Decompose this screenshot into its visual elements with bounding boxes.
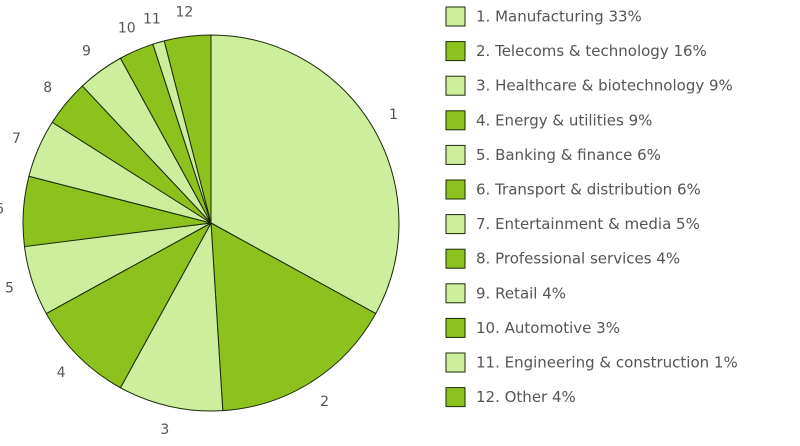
legend-label-5: 5. Banking & finance 6% bbox=[476, 146, 661, 164]
legend-label-1: 1. Manufacturing 33% bbox=[476, 8, 642, 26]
legend-swatch-10 bbox=[445, 317, 466, 338]
legend-item-8: 8. Professional services 4% bbox=[445, 248, 680, 269]
legend-item-11: 11. Engineering & construction 1% bbox=[445, 352, 738, 373]
slice-label-4: 4 bbox=[57, 365, 66, 381]
pie-slices bbox=[22, 34, 400, 412]
legend-item-9: 9. Retail 4% bbox=[445, 283, 566, 304]
legend-swatch-12 bbox=[445, 387, 466, 408]
legend-swatch-2 bbox=[445, 41, 466, 62]
legend-item-3: 3. Healthcare & biotechnology 9% bbox=[445, 75, 733, 96]
pie-slice-3 bbox=[119, 222, 224, 412]
legend-swatch-9 bbox=[445, 283, 466, 304]
legend-item-12: 12. Other 4% bbox=[445, 387, 576, 408]
legend-label-3: 3. Healthcare & biotechnology 9% bbox=[476, 77, 733, 95]
slice-label-10: 10 bbox=[118, 20, 136, 36]
legend-label-12: 12. Other 4% bbox=[476, 388, 576, 406]
legend-swatch-11 bbox=[445, 352, 466, 373]
legend-item-1: 1. Manufacturing 33% bbox=[445, 6, 642, 27]
pie-slice-labels: 123456789101112 bbox=[0, 5, 398, 438]
legend-swatch-1 bbox=[445, 6, 466, 27]
slice-label-8: 8 bbox=[43, 80, 52, 96]
legend-label-7: 7. Entertainment & media 5% bbox=[476, 215, 700, 233]
slice-label-5: 5 bbox=[5, 281, 14, 297]
slice-label-9: 9 bbox=[82, 44, 91, 60]
pie-slice-12 bbox=[163, 34, 212, 224]
legend-item-2: 2. Telecoms & technology 16% bbox=[445, 41, 707, 62]
slice-label-12: 12 bbox=[175, 5, 193, 21]
slice-label-6: 6 bbox=[0, 202, 4, 218]
legend-item-10: 10. Automotive 3% bbox=[445, 317, 620, 338]
legend-swatch-7 bbox=[445, 214, 466, 235]
slice-label-11: 11 bbox=[143, 11, 161, 27]
legend-label-8: 8. Professional services 4% bbox=[476, 250, 680, 268]
legend-label-2: 2. Telecoms & technology 16% bbox=[476, 42, 707, 60]
slice-label-2: 2 bbox=[320, 394, 329, 410]
legend-label-9: 9. Retail 4% bbox=[476, 284, 566, 302]
pie-slice-2 bbox=[210, 222, 377, 412]
pie-slice-4 bbox=[45, 222, 212, 389]
legend-item-4: 4. Energy & utilities 9% bbox=[445, 110, 652, 131]
slice-label-1: 1 bbox=[389, 107, 398, 123]
legend-swatch-6 bbox=[445, 179, 466, 200]
legend-swatch-3 bbox=[445, 75, 466, 96]
legend-label-4: 4. Energy & utilities 9% bbox=[476, 111, 652, 129]
legend-swatch-8 bbox=[445, 248, 466, 269]
pie-slice-1 bbox=[210, 34, 400, 315]
legend-label-6: 6. Transport & distribution 6% bbox=[476, 181, 701, 199]
legend-label-11: 11. Engineering & construction 1% bbox=[476, 354, 738, 372]
legend-swatch-4 bbox=[445, 110, 466, 131]
legend-swatch-5 bbox=[445, 144, 466, 165]
legend-item-7: 7. Entertainment & media 5% bbox=[445, 214, 700, 235]
legend-label-10: 10. Automotive 3% bbox=[476, 319, 620, 337]
slice-label-3: 3 bbox=[160, 422, 169, 438]
legend-item-6: 6. Transport & distribution 6% bbox=[445, 179, 701, 200]
legend-item-5: 5. Banking & finance 6% bbox=[445, 144, 661, 165]
slice-label-7: 7 bbox=[12, 131, 21, 147]
legend: 1. Manufacturing 33% 2. Telecoms & techno… bbox=[445, 6, 738, 408]
